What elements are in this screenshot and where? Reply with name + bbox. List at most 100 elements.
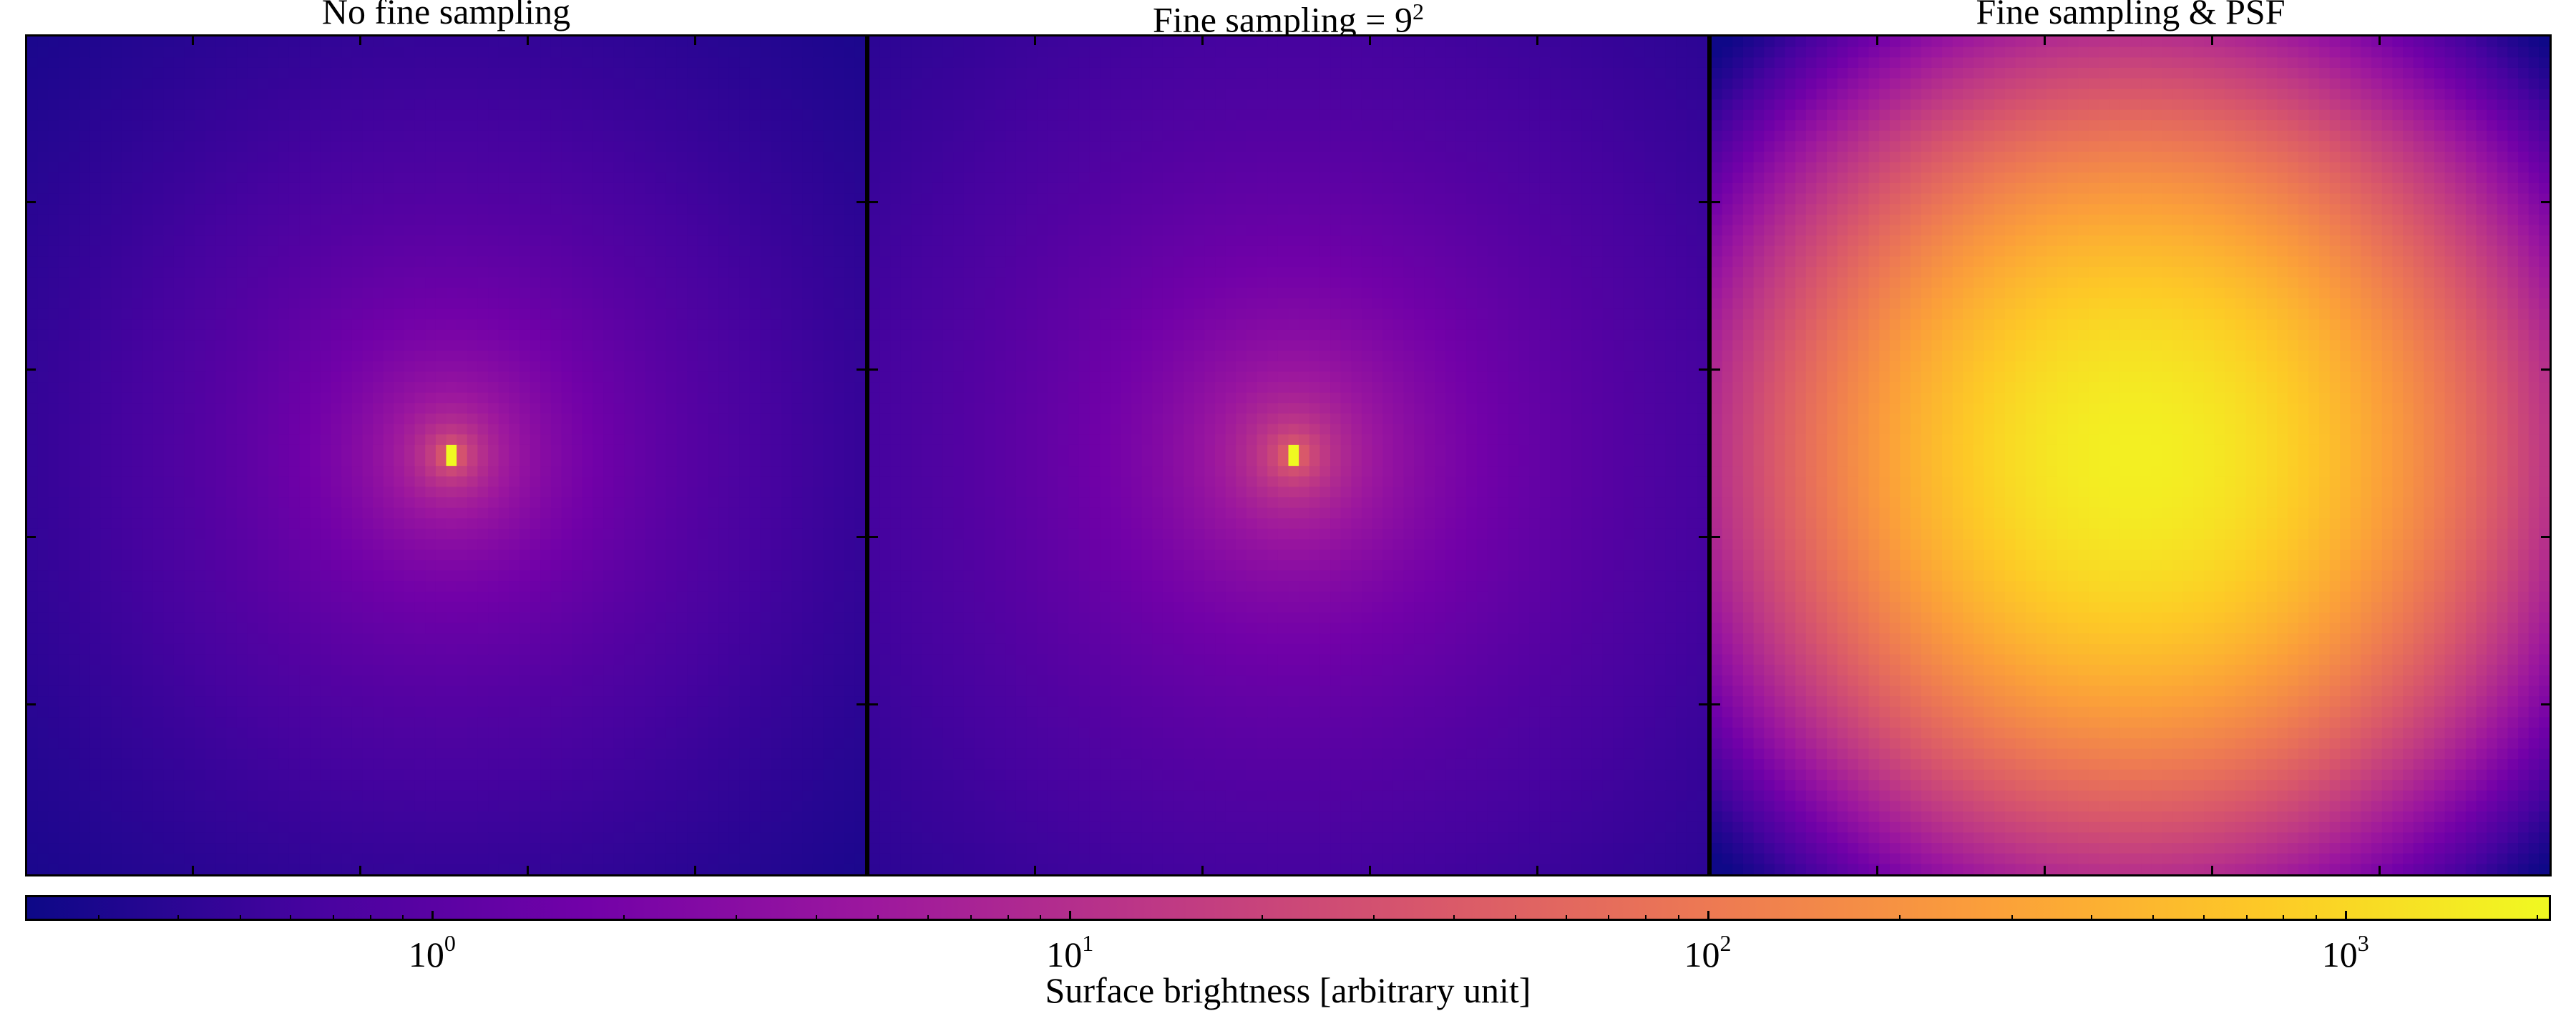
heatmap-cell [603, 340, 615, 351]
heatmap-cell [121, 109, 132, 121]
heatmap-cell [152, 622, 164, 634]
heatmap-cell [247, 277, 258, 288]
heatmap-cell [425, 612, 436, 624]
heatmap-cell [89, 120, 102, 132]
heatmap-cell [498, 109, 509, 121]
heatmap-cell [268, 351, 279, 362]
heatmap-cell [320, 675, 332, 687]
heatmap-cell [247, 256, 258, 268]
heatmap-cell [404, 109, 416, 121]
heatmap-cell [320, 424, 332, 435]
heatmap-cell [142, 382, 154, 394]
heatmap-cell [781, 612, 793, 624]
heatmap-cell [791, 434, 803, 446]
heatmap-cell [457, 204, 468, 215]
heatmap-cell [89, 67, 102, 79]
heatmap-cell [373, 47, 384, 58]
heatmap-cell [613, 267, 625, 278]
heatmap-cell [676, 162, 688, 173]
heatmap-cell [488, 36, 499, 48]
heatmap-cell [69, 277, 80, 288]
heatmap-cell [624, 591, 635, 603]
heatmap-cell [802, 36, 814, 48]
heatmap-cell [477, 560, 489, 572]
heatmap-cell [812, 361, 824, 372]
heatmap-cell [299, 204, 311, 215]
heatmap-cell [561, 518, 572, 529]
heatmap-cell [373, 382, 384, 394]
heatmap-cell [498, 622, 509, 634]
heatmap-cell [373, 172, 384, 184]
heatmap-cell [540, 403, 552, 414]
heatmap-cell [383, 403, 394, 414]
heatmap-cell [771, 172, 782, 184]
heatmap-cell [435, 550, 447, 561]
heatmap-cell [100, 424, 112, 435]
heatmap-cell [834, 277, 845, 288]
heatmap-cell [791, 581, 803, 592]
heatmap-cell [142, 361, 154, 372]
heatmap-cell [268, 319, 279, 331]
heatmap-cell [288, 245, 301, 257]
heatmap-cell [89, 633, 102, 645]
heatmap-cell [488, 591, 499, 603]
heatmap-cell [771, 319, 782, 331]
heatmap-cell [247, 581, 258, 592]
heatmap-cell [299, 57, 311, 69]
heatmap-cell [58, 277, 70, 288]
heatmap-cell [173, 444, 185, 456]
heatmap-cell [142, 329, 154, 341]
heatmap-cell [457, 172, 468, 184]
heatmap-cell [362, 162, 374, 173]
heatmap-cell [613, 57, 625, 69]
heatmap-cell [446, 392, 457, 404]
heatmap-cell [561, 67, 572, 79]
heatmap-cell [561, 507, 572, 519]
heatmap-cell [519, 382, 531, 394]
heatmap-cell [215, 235, 227, 247]
heatmap-cell [435, 267, 447, 278]
heatmap-cell [205, 654, 217, 665]
heatmap-cell [121, 507, 132, 519]
heatmap-cell [603, 351, 615, 362]
heatmap-cell [760, 602, 771, 613]
heatmap-cell [509, 57, 520, 69]
heatmap-cell [550, 507, 562, 519]
heatmap-cell [592, 225, 604, 236]
heatmap-cell [697, 602, 709, 613]
heatmap-cell [58, 225, 70, 236]
heatmap-cell [676, 497, 688, 509]
heatmap-cell [48, 392, 59, 404]
heatmap-cell [205, 47, 217, 58]
heatmap-cell [834, 172, 845, 184]
heatmap-cell [498, 539, 509, 550]
heatmap-cell [834, 497, 845, 509]
heatmap-cell [37, 141, 49, 152]
heatmap-cell [27, 602, 39, 613]
heatmap-cell [195, 277, 206, 288]
heatmap-cell [121, 602, 132, 613]
heatmap-cell [728, 434, 740, 446]
heatmap-cell [781, 89, 793, 100]
heatmap-cell [457, 654, 468, 665]
heatmap-cell [121, 581, 132, 592]
heatmap-cell [152, 109, 164, 121]
heatmap-cell [320, 550, 332, 561]
heatmap-cell [739, 172, 751, 184]
heatmap-cell [173, 466, 185, 477]
heatmap-cell [27, 622, 39, 634]
heatmap-cell [592, 47, 604, 58]
heatmap-cell [383, 214, 394, 226]
heatmap-cell [592, 633, 604, 645]
heatmap-cell [498, 67, 509, 79]
heatmap-cell [373, 497, 384, 509]
heatmap-cell [268, 528, 279, 540]
heatmap-cell [749, 162, 761, 173]
heatmap-cell [121, 36, 132, 48]
heatmap-cell [519, 361, 531, 372]
heatmap-cell [236, 518, 248, 529]
heatmap-cell [530, 643, 541, 655]
heatmap-cell [467, 288, 479, 299]
heatmap-cell [530, 329, 541, 341]
heatmap-cell [268, 193, 279, 205]
